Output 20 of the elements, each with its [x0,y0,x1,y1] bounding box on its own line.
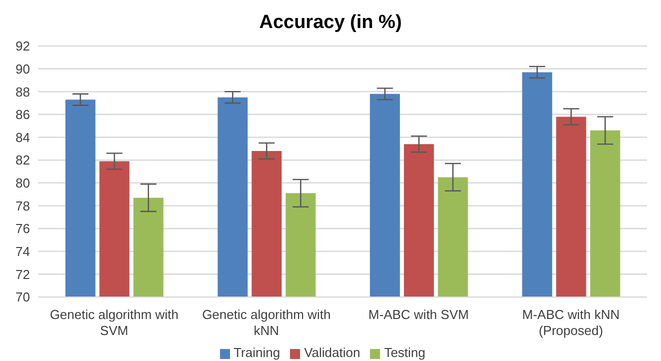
y-tick-label: 88 [16,84,30,100]
x-tick-label: Genetic algorithm with SVM [50,307,178,338]
y-tick-label: 80 [16,176,30,191]
chart-title: Accuracy (in %) [258,11,403,35]
y-tick-label: 76 [16,221,30,236]
y-tick-label: 82 [16,152,30,168]
y-tick-label: 74 [16,244,30,259]
y-tick-label: 92 [16,38,30,54]
y-tick-label: 70 [16,290,30,305]
x-tick-label: M-ABC with kNN (Proposed) [522,307,620,338]
x-tick-label: M-ABC with SVM [368,307,469,322]
legend-label: Validation [304,345,360,360]
y-tick-label: 90 [16,61,30,76]
x-tick-label: Genetic algorithm with kNN [202,307,331,338]
y-tick-label: 72 [16,266,30,282]
legend-label: Testing [384,345,426,360]
y-tick-label: 78 [16,198,30,214]
y-tick-label: 84 [16,130,30,145]
y-tick-label: 86 [16,107,30,122]
legend-label: Training [234,345,280,360]
